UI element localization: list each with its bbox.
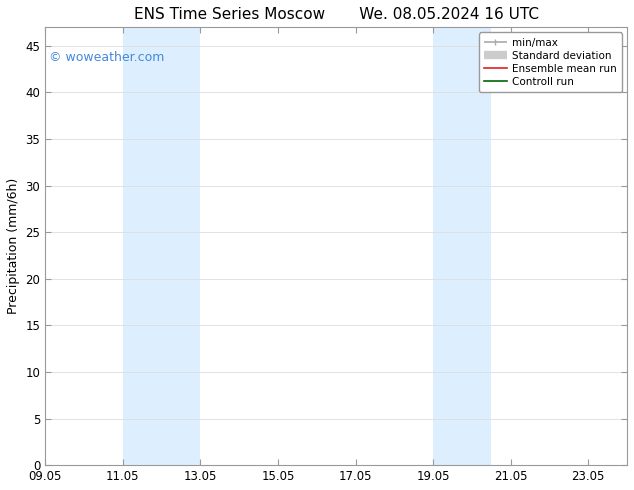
Bar bbox=[433, 27, 491, 465]
Y-axis label: Precipitation (mm/6h): Precipitation (mm/6h) bbox=[7, 178, 20, 315]
Legend: min/max, Standard deviation, Ensemble mean run, Controll run: min/max, Standard deviation, Ensemble me… bbox=[479, 32, 622, 92]
Bar bbox=[123, 27, 200, 465]
Title: ENS Time Series Moscow       We. 08.05.2024 16 UTC: ENS Time Series Moscow We. 08.05.2024 16… bbox=[134, 7, 539, 22]
Text: © woweather.com: © woweather.com bbox=[49, 50, 164, 64]
